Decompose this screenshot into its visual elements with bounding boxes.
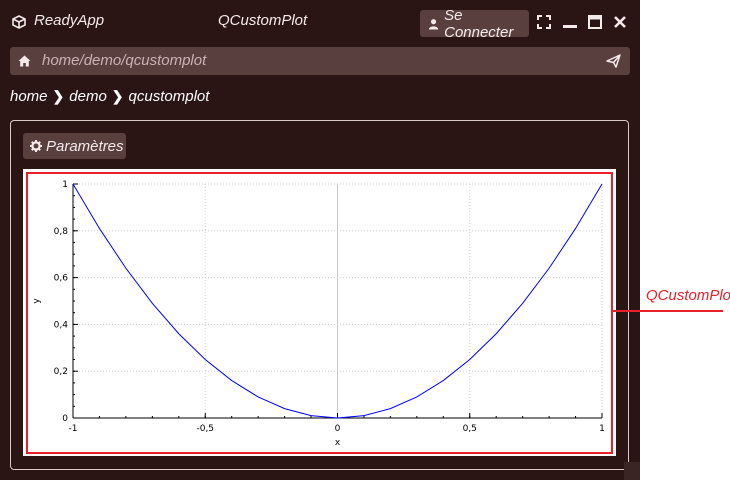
- callout-line: [613, 310, 723, 312]
- content-panel: [10, 120, 629, 470]
- send-icon[interactable]: [606, 54, 621, 68]
- y-tick-label: 1: [62, 180, 68, 190]
- resize-grip[interactable]: [624, 462, 640, 480]
- x-axis-label: x: [335, 438, 341, 448]
- fullscreen-icon[interactable]: [537, 15, 551, 29]
- y-tick-label: 0,6: [54, 274, 69, 284]
- title-bar: ReadyApp QCustomPlot Se Connecter: [0, 0, 640, 46]
- maximize-icon[interactable]: [588, 15, 602, 29]
- y-axis-label: y: [32, 298, 42, 304]
- x-tick-label: 0: [335, 424, 341, 434]
- app-name: ReadyApp: [34, 12, 105, 29]
- login-button[interactable]: Se Connecter: [420, 7, 529, 41]
- y-tick-label: 0: [62, 414, 68, 424]
- minimize-icon[interactable]: [563, 15, 577, 29]
- plot-area[interactable]: -1 -0,5 0 0,5 1 0 0,2 0,4 0,6 0,8 1 x y: [23, 169, 616, 456]
- params-label: Paramètres: [46, 137, 124, 155]
- callout-label: QCustomPlot: [646, 287, 730, 304]
- chevron-right-icon: ❯: [111, 88, 124, 104]
- breadcrumb: home ❯ demo ❯ qcustomplot: [10, 88, 209, 105]
- breadcrumb-item-qcustomplot[interactable]: qcustomplot: [128, 88, 210, 105]
- breadcrumb-item-demo[interactable]: demo: [69, 88, 107, 105]
- qcustomplot-chart[interactable]: -1 -0,5 0 0,5 1 0 0,2 0,4 0,6 0,8 1 x y: [23, 169, 616, 456]
- url-path[interactable]: home/demo/qcustomplot: [42, 52, 207, 69]
- x-tick-label: -0,5: [196, 424, 214, 434]
- home-icon: [18, 55, 31, 67]
- user-icon: [428, 18, 439, 30]
- window-title: QCustomPlot: [218, 12, 308, 29]
- x-tick-label: -1: [69, 424, 78, 434]
- close-icon[interactable]: [613, 15, 627, 29]
- x-tick-label: 1: [599, 424, 605, 434]
- params-button[interactable]: Paramètres: [23, 133, 126, 159]
- x-tick-label: 0,5: [463, 424, 477, 434]
- login-label: Se Connecter: [444, 6, 514, 41]
- url-bar[interactable]: home/demo/qcustomplot: [10, 47, 630, 75]
- chevron-right-icon: ❯: [52, 88, 65, 104]
- cube-icon: [12, 15, 26, 29]
- gear-icon: [30, 140, 42, 152]
- y-tick-label: 0,4: [54, 320, 69, 330]
- y-tick-label: 0,2: [54, 367, 68, 377]
- y-tick-label: 0,8: [54, 227, 69, 237]
- series-line-0: [72, 183, 603, 419]
- app-window: ReadyApp QCustomPlot Se Connecter home/d…: [0, 0, 640, 480]
- breadcrumb-item-home[interactable]: home: [10, 88, 48, 105]
